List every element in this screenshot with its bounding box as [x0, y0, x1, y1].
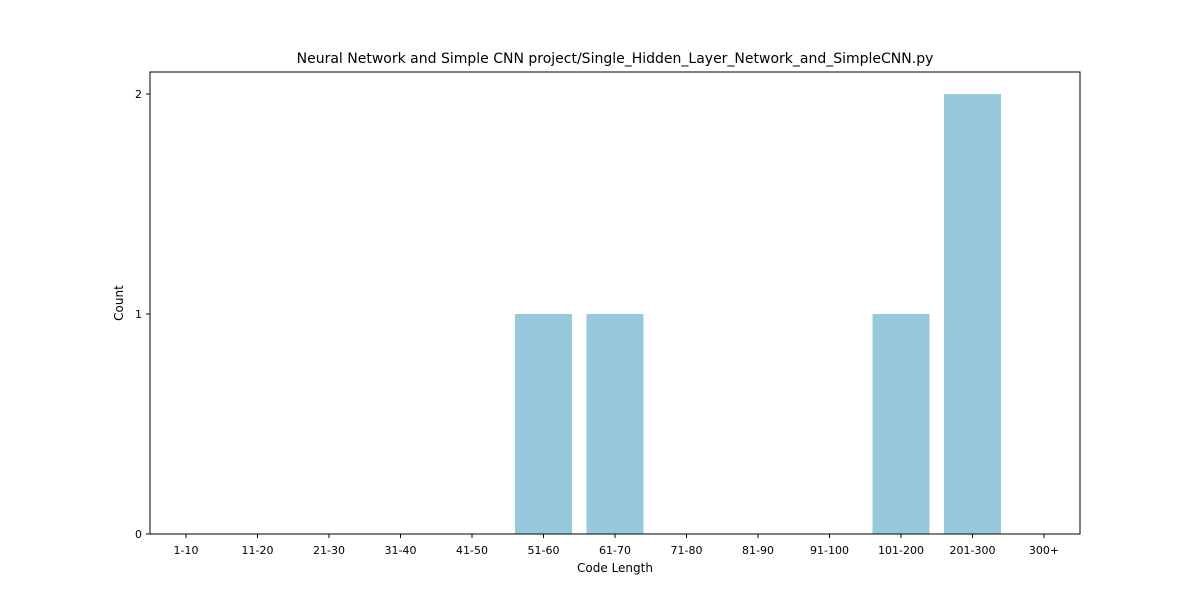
- y-axis-ticks: 0 1 2: [135, 88, 150, 541]
- bar-101-200: [872, 314, 930, 534]
- y-tick-label: 1: [135, 308, 142, 321]
- bar-61-70: [586, 314, 644, 534]
- bar-51-60: [515, 314, 572, 534]
- x-tick-label: 91-100: [810, 544, 849, 557]
- x-tick-label: 300+: [1029, 544, 1059, 557]
- x-tick-label: 11-20: [242, 544, 274, 557]
- x-axis-label: Code Length: [577, 561, 653, 575]
- x-tick-label: 101-200: [878, 544, 924, 557]
- x-axis-ticks: 1-10 11-20 21-30 31-40 41-50 51-60 61-70 71-80 8…: [174, 534, 1059, 557]
- x-tick-label: 31-40: [385, 544, 417, 557]
- x-tick-label: 41-50: [456, 544, 488, 557]
- x-tick-label: 21-30: [313, 544, 345, 557]
- x-tick-label: 71-80: [671, 544, 703, 557]
- x-tick-label: 61-70: [599, 544, 631, 557]
- y-tick-label: 0: [135, 528, 142, 541]
- y-axis-label: Count: [112, 285, 126, 321]
- x-tick-label: 81-90: [742, 544, 774, 557]
- chart-title: Neural Network and Simple CNN project/Si…: [297, 51, 934, 67]
- y-tick-label: 2: [135, 88, 142, 101]
- bar-201-300: [944, 94, 1001, 534]
- x-tick-label: 51-60: [528, 544, 560, 557]
- bars-group: [515, 94, 1001, 534]
- x-tick-label: 201-300: [950, 544, 996, 557]
- x-tick-label: 1-10: [174, 544, 199, 557]
